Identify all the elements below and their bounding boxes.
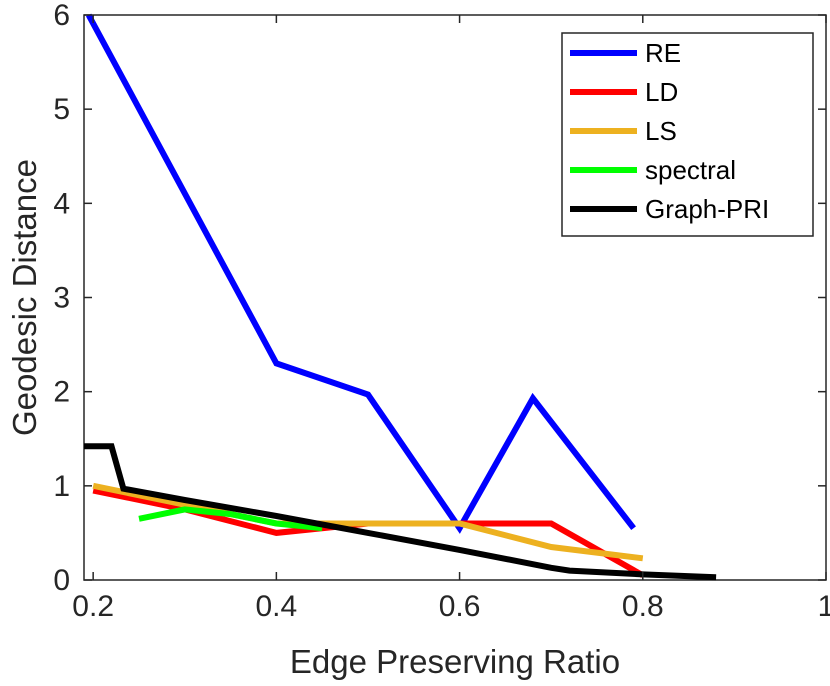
- legend: RE LD LS spectral Graph-PRI: [561, 32, 814, 237]
- series-layer: [84, 13, 717, 581]
- x-axis-label: Edge Preserving Ratio: [290, 643, 620, 680]
- x-tick-label: 0.6: [439, 590, 481, 623]
- x-tick-label: 1: [818, 590, 830, 623]
- y-tick-label: 3: [53, 282, 70, 315]
- y-tick-label: 2: [53, 376, 70, 409]
- series-line-ls: [92, 482, 644, 562]
- y-tick-label: 6: [53, 0, 70, 32]
- series-line-graph-pri: [84, 443, 717, 581]
- axis-ticks: 0.2 0.4 0.6 0.8 1 0 1 2 3 4 5 6: [53, 0, 830, 623]
- legend-label: RE: [645, 38, 681, 68]
- y-tick-label: 0: [53, 564, 70, 597]
- legend-label: Graph-PRI: [645, 194, 769, 224]
- x-tick-label: 0.8: [622, 590, 664, 623]
- y-tick-label: 1: [53, 470, 70, 503]
- series-line-re: [85, 13, 636, 534]
- legend-box: [561, 32, 814, 237]
- x-tick-label: 0.4: [256, 590, 298, 623]
- x-tick-label: 0.2: [72, 590, 114, 623]
- y-axis-label: Geodesic Distance: [6, 159, 43, 436]
- legend-label: spectral: [645, 155, 736, 185]
- y-tick-label: 4: [53, 187, 70, 220]
- y-tick-label: 5: [53, 93, 70, 126]
- legend-label: LS: [645, 116, 677, 146]
- series-line-spectral: [138, 506, 323, 532]
- legend-label: LD: [645, 77, 678, 107]
